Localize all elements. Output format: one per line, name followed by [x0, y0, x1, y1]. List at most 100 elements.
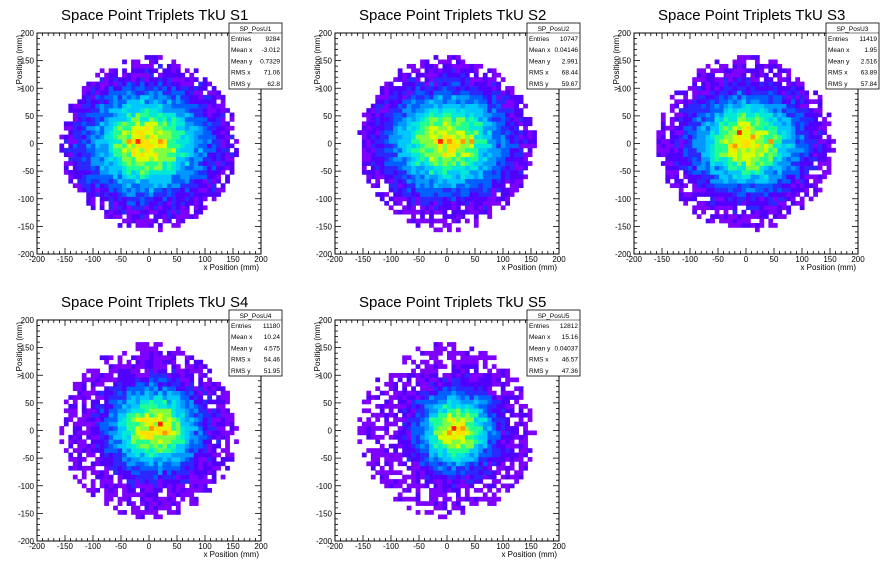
heatmap-bin: [384, 192, 390, 197]
heatmap-bin: [180, 448, 186, 453]
heatmap-bin: [696, 170, 702, 175]
heatmap-bin: [719, 187, 724, 193]
heatmap-bin: [402, 381, 407, 387]
heatmap-bin: [99, 373, 105, 378]
heatmap-bin: [175, 364, 181, 369]
heatmap-bin: [149, 381, 154, 387]
heatmap-bin: [442, 417, 448, 422]
heatmap-bin: [184, 196, 190, 202]
heatmap-bin: [157, 483, 163, 489]
heatmap-bin: [166, 452, 172, 458]
heatmap-bin: [505, 139, 511, 144]
heatmap-bin: [135, 492, 141, 498]
heatmap-bin: [719, 170, 724, 175]
heatmap-bin: [496, 178, 502, 184]
heatmap-bin: [768, 59, 774, 65]
heatmap-bin: [166, 112, 172, 118]
heatmap-bin: [122, 457, 127, 462]
heatmap-bin: [447, 94, 452, 100]
heatmap-bin: [737, 218, 742, 224]
heatmap-bin: [108, 68, 114, 74]
heatmap-bin: [175, 386, 181, 392]
heatmap-bin: [234, 152, 239, 158]
heatmap-bin: [710, 112, 715, 118]
heatmap-bin: [714, 147, 720, 153]
heatmap-bin: [126, 412, 132, 418]
heatmap-bin: [202, 487, 208, 493]
histogram-panel-s4: Space Point Triplets TkU S4 -200 -150 -100-…: [0, 287, 298, 574]
heatmap-bin: [113, 86, 118, 91]
heatmap-bin: [72, 125, 78, 131]
y-tick-label: 150: [319, 57, 333, 66]
heatmap-bin: [81, 103, 87, 109]
heatmap-bin: [126, 121, 132, 127]
heatmap-bin: [804, 90, 810, 96]
heatmap-bin: [710, 68, 715, 74]
y-tick-label: -150: [316, 222, 333, 231]
heatmap-bin: [438, 377, 443, 383]
heatmap-bin: [207, 368, 213, 374]
heatmap-bin: [104, 483, 109, 489]
heatmap-bin: [786, 108, 792, 113]
heatmap-bin: [117, 461, 123, 467]
heatmap-bin: [433, 183, 439, 188]
heatmap-bin: [189, 147, 195, 153]
heatmap-bin: [822, 156, 827, 162]
heatmap-bin: [447, 196, 452, 202]
heatmap-bin: [211, 461, 217, 467]
heatmap-bin: [157, 470, 163, 475]
heatmap-bin: [207, 99, 213, 105]
heatmap-bin: [175, 77, 181, 82]
heatmap-bin: [198, 359, 204, 365]
heatmap-bin: [696, 121, 702, 127]
heatmap-bin: [781, 200, 787, 206]
heatmap-bin: [500, 103, 506, 109]
heatmap-bin: [166, 90, 172, 96]
heatmap-bin: [455, 108, 461, 113]
heatmap-bin: [781, 134, 787, 140]
heatmap-bin: [207, 192, 213, 197]
heatmap-bin: [759, 139, 765, 144]
heatmap-bin: [225, 161, 230, 166]
heatmap-bin: [95, 474, 101, 480]
heatmap-bin: [149, 501, 154, 506]
heatmap-bin: [728, 174, 733, 180]
heatmap-bin: [813, 152, 818, 158]
heatmap-bin: [202, 183, 208, 188]
heatmap-bin: [153, 342, 159, 347]
heatmap-bin: [482, 99, 488, 105]
heatmap-bin: [211, 470, 217, 475]
heatmap-bin: [104, 496, 109, 502]
heatmap-bin: [678, 147, 684, 153]
heatmap-bin: [370, 125, 376, 131]
heatmap-bin: [415, 412, 421, 418]
heatmap-bin: [732, 77, 738, 82]
heatmap-bin: [202, 86, 208, 91]
heatmap-bin: [728, 161, 733, 166]
heatmap-bin: [402, 183, 407, 188]
heatmap-bin: [754, 174, 760, 180]
y-tick-label: -100: [316, 195, 333, 204]
heatmap-bin: [104, 90, 109, 96]
heatmap-bin: [157, 373, 163, 378]
heatmap-bin: [505, 143, 511, 149]
heatmap-bin: [171, 474, 177, 480]
heatmap-bin: [140, 94, 145, 100]
heatmap-bin: [442, 403, 448, 409]
heatmap-bin: [701, 147, 706, 153]
heatmap-bin: [117, 364, 123, 369]
heatmap-bin: [701, 134, 706, 140]
heatmap-bin: [162, 86, 168, 91]
heatmap-bin: [397, 209, 403, 215]
heatmap-bin: [77, 99, 83, 105]
heatmap-bin: [460, 99, 466, 105]
heatmap-bin: [692, 196, 698, 202]
heatmap-bin: [157, 223, 163, 228]
x-tick-label: 150: [524, 255, 538, 264]
heatmap-bin: [464, 218, 470, 224]
heatmap-bin: [122, 218, 127, 224]
heatmap-bin: [140, 461, 145, 467]
heatmap-bin: [162, 68, 168, 74]
heatmap-bin: [99, 77, 105, 82]
heatmap-bin: [817, 108, 823, 113]
